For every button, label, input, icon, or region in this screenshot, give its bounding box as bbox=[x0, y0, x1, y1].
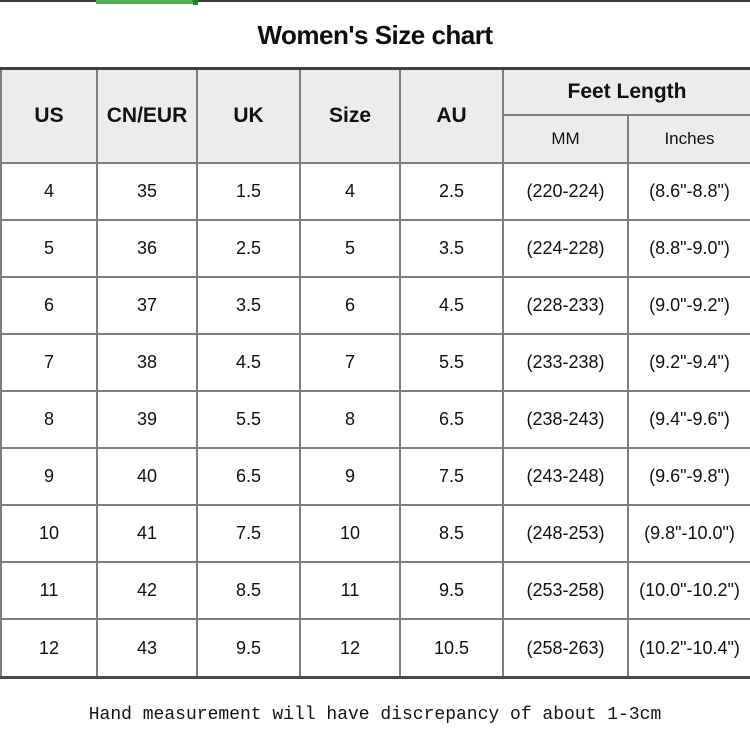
header-us: US bbox=[0, 67, 98, 164]
cell-cn-eur: 37 bbox=[96, 275, 198, 335]
cell-us: 11 bbox=[0, 561, 98, 621]
cell-us: 5 bbox=[0, 218, 98, 278]
table-row: 11 42 8.5 11 9.5 (253-258) (10.0"-10.2") bbox=[0, 561, 750, 621]
cell-us: 6 bbox=[0, 275, 98, 335]
cell-inches: (9.2"-9.4") bbox=[627, 332, 750, 392]
header-inches: Inches bbox=[627, 113, 750, 164]
cell-uk: 2.5 bbox=[196, 218, 301, 278]
page-title: Women's Size chart bbox=[257, 20, 493, 50]
cell-inches: (9.4"-9.6") bbox=[627, 389, 750, 449]
cell-us: 10 bbox=[0, 503, 98, 564]
cell-mm: (243-248) bbox=[502, 446, 629, 506]
table-row: 7 38 4.5 7 5.5 (233-238) (9.2"-9.4") bbox=[0, 332, 750, 392]
cell-us: 9 bbox=[0, 446, 98, 506]
cell-uk: 4.5 bbox=[196, 332, 301, 392]
cell-cn-eur: 35 bbox=[96, 161, 198, 221]
header-au: AU bbox=[399, 67, 504, 164]
cell-au: 8.5 bbox=[399, 503, 504, 564]
cell-mm: (248-253) bbox=[502, 503, 629, 564]
cell-uk: 5.5 bbox=[196, 389, 301, 449]
cell-inches: (10.2"-10.4") bbox=[627, 618, 750, 679]
green-bar-end-cap bbox=[193, 0, 198, 5]
cell-size: 6 bbox=[299, 275, 401, 335]
cell-au: 2.5 bbox=[399, 161, 504, 221]
cell-mm: (258-263) bbox=[502, 618, 629, 679]
table-row: 5 36 2.5 5 3.5 (224-228) (8.8"-9.0") bbox=[0, 218, 750, 278]
header-uk: UK bbox=[196, 67, 301, 164]
cell-mm: (228-233) bbox=[502, 275, 629, 335]
cell-cn-eur: 41 bbox=[96, 503, 198, 564]
cell-uk: 9.5 bbox=[196, 618, 301, 679]
header-size: Size bbox=[299, 67, 401, 164]
cell-uk: 6.5 bbox=[196, 446, 301, 506]
cell-inches: (8.8"-9.0") bbox=[627, 218, 750, 278]
cell-us: 12 bbox=[0, 618, 98, 679]
cell-mm: (224-228) bbox=[502, 218, 629, 278]
cell-us: 7 bbox=[0, 332, 98, 392]
table-row: 10 41 7.5 10 8.5 (248-253) (9.8"-10.0") bbox=[0, 503, 750, 564]
cell-cn-eur: 38 bbox=[96, 332, 198, 392]
cell-cn-eur: 42 bbox=[96, 561, 198, 621]
cell-inches: (9.0"-9.2") bbox=[627, 275, 750, 335]
table-row: 8 39 5.5 8 6.5 (238-243) (9.4"-9.6") bbox=[0, 389, 750, 449]
cell-cn-eur: 39 bbox=[96, 389, 198, 449]
cell-au: 5.5 bbox=[399, 332, 504, 392]
cell-size: 12 bbox=[299, 618, 401, 679]
table-row: 12 43 9.5 12 10.5 (258-263) (10.2"-10.4"… bbox=[0, 618, 750, 679]
cell-au: 3.5 bbox=[399, 218, 504, 278]
cell-uk: 1.5 bbox=[196, 161, 301, 221]
womens-size-table: US CN/EUR UK Size AU Feet Length MM Inch… bbox=[0, 67, 750, 679]
cell-uk: 8.5 bbox=[196, 561, 301, 621]
cell-size: 9 bbox=[299, 446, 401, 506]
cell-size: 4 bbox=[299, 161, 401, 221]
cell-mm: (220-224) bbox=[502, 161, 629, 221]
green-progress-bar bbox=[96, 0, 198, 5]
cell-us: 4 bbox=[0, 161, 98, 221]
cell-cn-eur: 40 bbox=[96, 446, 198, 506]
table-row: 6 37 3.5 6 4.5 (228-233) (9.0"-9.2") bbox=[0, 275, 750, 335]
cell-size: 7 bbox=[299, 332, 401, 392]
cell-uk: 3.5 bbox=[196, 275, 301, 335]
cell-cn-eur: 36 bbox=[96, 218, 198, 278]
cell-au: 6.5 bbox=[399, 389, 504, 449]
cell-us: 8 bbox=[0, 389, 98, 449]
cell-size: 11 bbox=[299, 561, 401, 621]
cell-inches: (9.8"-10.0") bbox=[627, 503, 750, 564]
cell-mm: (238-243) bbox=[502, 389, 629, 449]
cell-cn-eur: 43 bbox=[96, 618, 198, 679]
cell-au: 10.5 bbox=[399, 618, 504, 679]
cell-inches: (9.6"-9.8") bbox=[627, 446, 750, 506]
cell-mm: (253-258) bbox=[502, 561, 629, 621]
cell-inches: (8.6"-8.8") bbox=[627, 161, 750, 221]
cell-size: 5 bbox=[299, 218, 401, 278]
cell-uk: 7.5 bbox=[196, 503, 301, 564]
measurement-disclaimer: Hand measurement will have discrepancy o… bbox=[88, 705, 662, 725]
header-mm: MM bbox=[502, 113, 629, 164]
header-feet-length: Feet Length bbox=[502, 67, 750, 116]
cell-size: 10 bbox=[299, 503, 401, 564]
cell-au: 4.5 bbox=[399, 275, 504, 335]
top-divider-line bbox=[0, 0, 750, 2]
cell-au: 9.5 bbox=[399, 561, 504, 621]
cell-mm: (233-238) bbox=[502, 332, 629, 392]
cell-size: 8 bbox=[299, 389, 401, 449]
table-row: 4 35 1.5 4 2.5 (220-224) (8.6"-8.8") bbox=[0, 161, 750, 221]
cell-au: 7.5 bbox=[399, 446, 504, 506]
header-cn-eur: CN/EUR bbox=[96, 67, 198, 164]
table-row: 9 40 6.5 9 7.5 (243-248) (9.6"-9.8") bbox=[0, 446, 750, 506]
cell-inches: (10.0"-10.2") bbox=[627, 561, 750, 621]
